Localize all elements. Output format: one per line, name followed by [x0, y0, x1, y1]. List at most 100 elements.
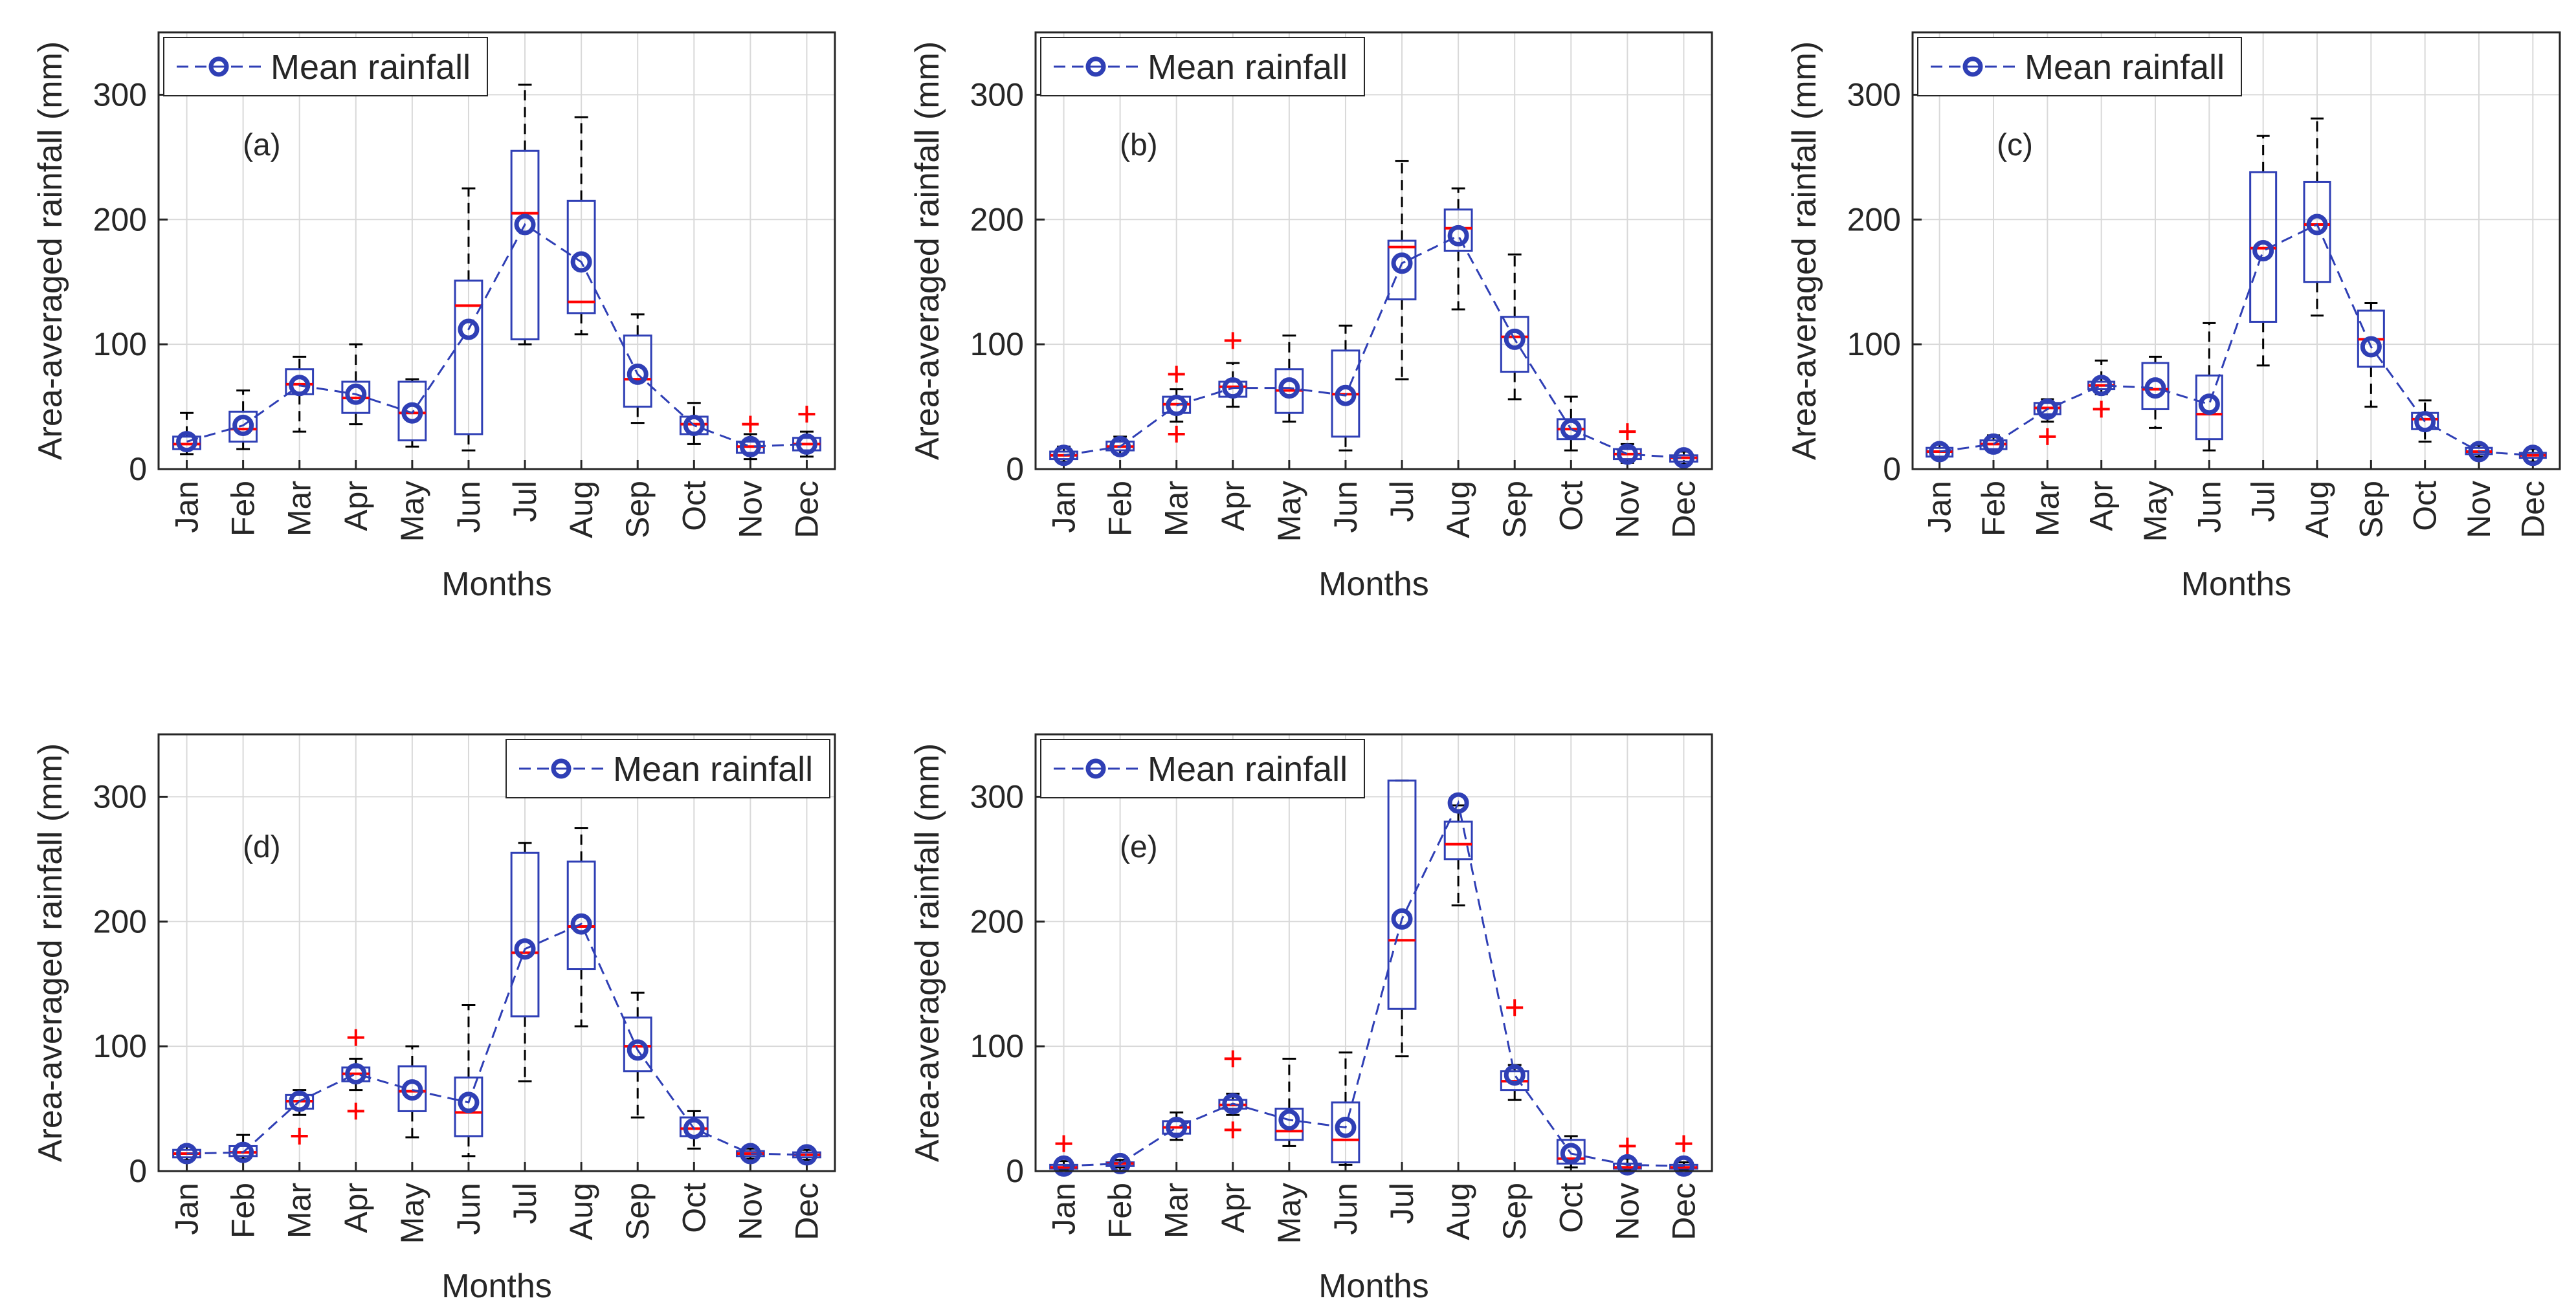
outlier-marker: [1675, 1135, 1693, 1152]
mean-marker-mar: [289, 1090, 311, 1112]
outlier-marker: [347, 1102, 364, 1120]
box-jul: [510, 83, 540, 345]
y-tick-label: 0: [129, 1153, 147, 1189]
x-tick-label-feb: Feb: [225, 481, 261, 536]
outlier-marker: [1506, 999, 1524, 1016]
iqr-box: [2195, 374, 2223, 441]
legend: Mean rainfall: [1040, 739, 1365, 798]
mean-marker-feb: [232, 415, 254, 436]
outlier-marker: [1224, 1121, 1241, 1139]
mean-marker-sep: [1504, 328, 1526, 350]
legend: Mean rainfall: [505, 739, 830, 798]
mean-marker-sep: [627, 363, 649, 385]
y-tick-label: 200: [970, 201, 1024, 237]
mean-marker-aug: [1447, 225, 1469, 247]
box-aug: [566, 116, 596, 336]
legend-label: Mean rainfall: [1148, 48, 1348, 87]
x-tick-label-may: May: [1271, 481, 1307, 542]
y-tick-label: 200: [970, 903, 1024, 939]
iqr-box: [2303, 181, 2331, 283]
y-tick-label: 100: [1847, 326, 1901, 362]
iqr-box: [397, 380, 427, 442]
y-tick-label: 0: [1883, 451, 1901, 487]
legend-label: Mean rainfall: [613, 750, 813, 789]
mean-marker-jun: [458, 1091, 480, 1113]
y-tick-label: 200: [1847, 201, 1901, 237]
outlier-marker: [798, 406, 816, 423]
y-tick-label: 0: [1006, 451, 1024, 487]
iqr-box: [1387, 779, 1417, 1010]
legend: Mean rainfall: [1040, 37, 1365, 96]
outlier-marker: [742, 415, 759, 433]
outlier-marker: [2093, 400, 2110, 418]
mean-marker-aug: [570, 251, 592, 273]
axes-frame: [157, 733, 836, 1172]
x-tick-label-sep: Sep: [2353, 481, 2389, 538]
mean-marker-aug: [570, 913, 592, 935]
chart-panel-3: 0 100 200 300 Jan Feb Mar Apr May Jun Jul Aug Sep Oct…: [1786, 31, 2561, 603]
iqr-box: [566, 861, 596, 971]
x-tick-label-jun: Jun: [450, 1183, 487, 1235]
x-tick-label-nov: Nov: [732, 1183, 768, 1240]
panel-label: (d): [243, 830, 281, 864]
x-tick-label-jun: Jun: [2191, 481, 2227, 533]
x-tick-label-feb: Feb: [1102, 1183, 1138, 1238]
x-tick-label-jun: Jun: [1327, 481, 1364, 533]
mean-marker-nov: [1616, 443, 1638, 465]
x-tick-label-oct: Oct: [1553, 481, 1589, 531]
x-axis-label: Months: [441, 1267, 552, 1305]
x-axis-label: Months: [2181, 565, 2292, 603]
mean-marker-may: [401, 1079, 423, 1101]
mean-marker-jun: [1335, 1117, 1357, 1138]
outlier-marker: [1619, 423, 1636, 441]
mean-marker-jan: [1053, 444, 1075, 466]
x-tick-label-aug: Aug: [1440, 481, 1476, 538]
y-axis-label: Area-averaged rainfall (mm): [32, 41, 69, 460]
y-axis-label: Area-averaged rainfall (mm): [909, 41, 946, 460]
outlier-marker: [1168, 426, 1185, 443]
axes-frame: [1911, 31, 2561, 470]
x-tick-label-jan: Jan: [169, 481, 205, 533]
x-tick-label-aug: Aug: [2299, 481, 2335, 538]
chart-panel-1: 0 100 200 300 Jan Feb Mar Apr May Jun Jul Aug Sep Oct…: [32, 31, 836, 603]
mean-marker-jul: [514, 214, 536, 236]
iqr-box: [1500, 316, 1529, 373]
legend: Mean rainfall: [163, 37, 488, 96]
x-tick-label-sep: Sep: [619, 481, 656, 538]
y-tick-label: 100: [970, 1028, 1024, 1064]
x-tick-label-mar: Mar: [1159, 1183, 1195, 1238]
x-tick-label-jan: Jan: [1046, 481, 1082, 533]
x-tick-label-mar: Mar: [1159, 481, 1195, 536]
mean-marker-oct: [683, 1117, 705, 1139]
box-jul: [1387, 779, 1417, 1058]
mean-marker-dec: [2522, 444, 2544, 466]
mean-marker-sep: [627, 1039, 649, 1061]
iqr-box: [510, 149, 540, 340]
box-sep: [2357, 302, 2385, 408]
x-tick-label-sep: Sep: [619, 1183, 656, 1240]
x-axis-label: Months: [1318, 565, 1429, 603]
mean-marker-apr: [345, 383, 367, 405]
y-tick-label: 300: [970, 778, 1024, 815]
x-tick-label-nov: Nov: [2461, 481, 2497, 538]
y-axis-label: Area-averaged rainfall (mm): [32, 743, 69, 1162]
x-tick-label-jun: Jun: [1327, 1183, 1364, 1235]
mean-marker-sep: [2360, 336, 2382, 358]
x-tick-label-jul: Jul: [507, 481, 543, 522]
x-tick-label-mar: Mar: [282, 1183, 318, 1238]
x-tick-label-dec: Dec: [1665, 481, 1702, 538]
mean-marker-oct: [2414, 411, 2436, 433]
mean-marker-sep: [1504, 1064, 1526, 1086]
x-axis-label: Months: [1318, 1267, 1429, 1305]
box-jul: [1387, 160, 1417, 380]
x-tick-label-oct: Oct: [676, 481, 712, 531]
box-jun: [1331, 1051, 1360, 1166]
mean-marker-aug: [2306, 214, 2328, 236]
y-axis-label: Area-averaged rainfall (mm): [909, 743, 946, 1162]
x-tick-label-aug: Aug: [563, 481, 599, 538]
iqr-box: [510, 851, 540, 1018]
legend-marker-sample: [551, 758, 572, 779]
mean-marker-may: [2144, 377, 2166, 399]
box-may: [1274, 1057, 1304, 1147]
